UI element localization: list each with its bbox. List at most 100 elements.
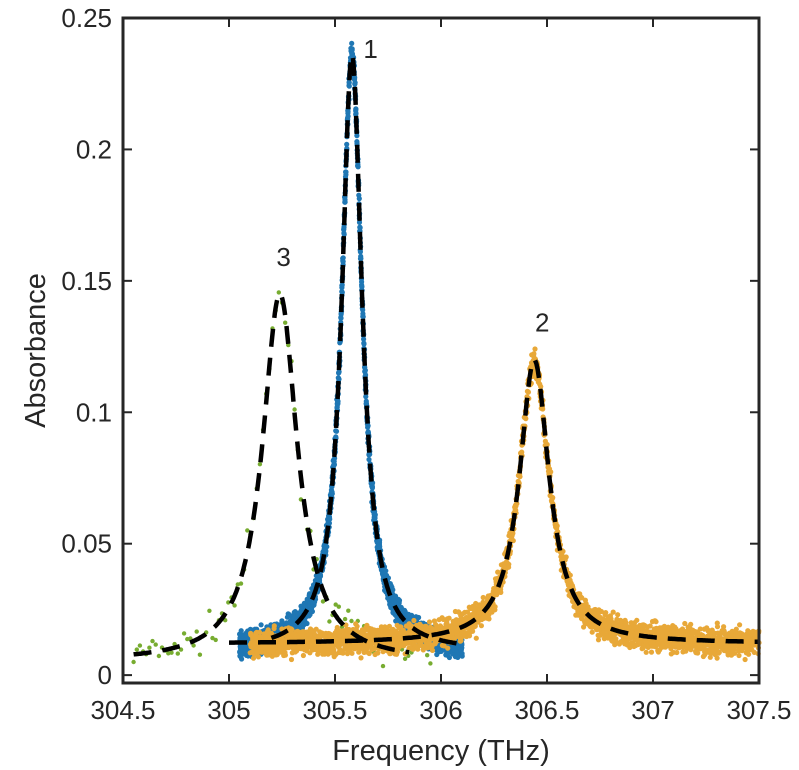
- data-point: [369, 485, 375, 491]
- data-point: [324, 544, 330, 550]
- data-point: [345, 113, 351, 119]
- data-point: [358, 655, 364, 661]
- data-point: [265, 627, 271, 633]
- series-1: [237, 40, 465, 662]
- data-point: [380, 663, 386, 669]
- data-point: [603, 610, 609, 616]
- data-point: [355, 164, 361, 170]
- data-point: [245, 528, 250, 533]
- data-point: [313, 626, 319, 632]
- data-point: [354, 623, 360, 629]
- data-point: [366, 650, 372, 657]
- data-point: [342, 199, 348, 205]
- data-point: [609, 619, 615, 625]
- data-point: [653, 644, 659, 650]
- data-point: [336, 376, 342, 382]
- data-point: [540, 406, 546, 412]
- data-point: [428, 661, 433, 666]
- data-point: [289, 627, 295, 633]
- data-point: [276, 290, 281, 295]
- data-point: [353, 106, 359, 112]
- data-point: [333, 602, 338, 607]
- data-point: [495, 569, 501, 575]
- data-point: [282, 652, 288, 658]
- series-2: [247, 346, 762, 663]
- data-point: [283, 320, 288, 325]
- data-point: [197, 652, 203, 657]
- data-point: [354, 133, 360, 139]
- data-point: [255, 654, 261, 660]
- data-point: [390, 587, 396, 593]
- data-point: [333, 428, 340, 434]
- data-point: [363, 372, 369, 378]
- data-point: [352, 74, 358, 81]
- data-point: [238, 581, 244, 586]
- data-point: [331, 461, 337, 468]
- data-point: [365, 423, 371, 429]
- data-point: [478, 623, 484, 629]
- data-point: [426, 619, 433, 625]
- data-point: [506, 561, 512, 567]
- data-point: [492, 604, 498, 610]
- data-point: [317, 573, 324, 579]
- data-point: [653, 619, 659, 625]
- data-point: [402, 656, 408, 661]
- data-point: [239, 656, 245, 662]
- data-point: [615, 612, 621, 618]
- data-point: [147, 645, 152, 650]
- data-point: [356, 196, 362, 202]
- data-point: [554, 523, 560, 529]
- data-point: [682, 620, 688, 627]
- data-point: [346, 608, 351, 613]
- data-point: [648, 649, 655, 655]
- data-point: [688, 647, 694, 653]
- data-point: [338, 315, 344, 321]
- data-point: [329, 491, 335, 497]
- data-point: [232, 603, 237, 608]
- data-point: [356, 219, 363, 225]
- data-point: [153, 642, 158, 647]
- data-point: [544, 441, 550, 448]
- data-point: [349, 618, 354, 624]
- data-point: [420, 647, 426, 653]
- data-point: [688, 621, 694, 627]
- data-point: [259, 649, 265, 655]
- data-point: [548, 469, 554, 475]
- data-point: [207, 608, 212, 613]
- data-point: [134, 647, 139, 652]
- data-point: [286, 342, 291, 348]
- data-point: [210, 635, 215, 641]
- data-point: [472, 623, 478, 629]
- data-point: [360, 307, 366, 313]
- data-point: [386, 623, 392, 629]
- data-point: [238, 628, 244, 634]
- data-point: [335, 398, 341, 404]
- data-point: [339, 289, 345, 295]
- data-point: [346, 83, 352, 89]
- data-point: [470, 628, 476, 634]
- data-point: [175, 651, 180, 656]
- data-point: [372, 512, 378, 518]
- data-point: [304, 620, 310, 627]
- data-point: [563, 554, 569, 560]
- data-point: [361, 341, 367, 347]
- data-point: [320, 599, 326, 604]
- data-point: [342, 616, 348, 622]
- data-point: [309, 608, 315, 615]
- data-point: [181, 631, 187, 636]
- data-point: [156, 653, 162, 659]
- data-point: [411, 617, 417, 624]
- data-point: [429, 647, 436, 654]
- series-layer: [131, 40, 762, 669]
- data-point: [480, 594, 486, 601]
- data-point: [610, 609, 616, 615]
- data-point: [191, 643, 196, 648]
- data-point: [473, 635, 479, 641]
- data-point: [339, 282, 345, 288]
- data-point: [150, 638, 155, 644]
- data-point: [352, 80, 358, 86]
- data-point: [343, 169, 349, 175]
- data-point: [383, 568, 389, 574]
- data-point: [510, 530, 516, 536]
- data-point: [331, 647, 337, 653]
